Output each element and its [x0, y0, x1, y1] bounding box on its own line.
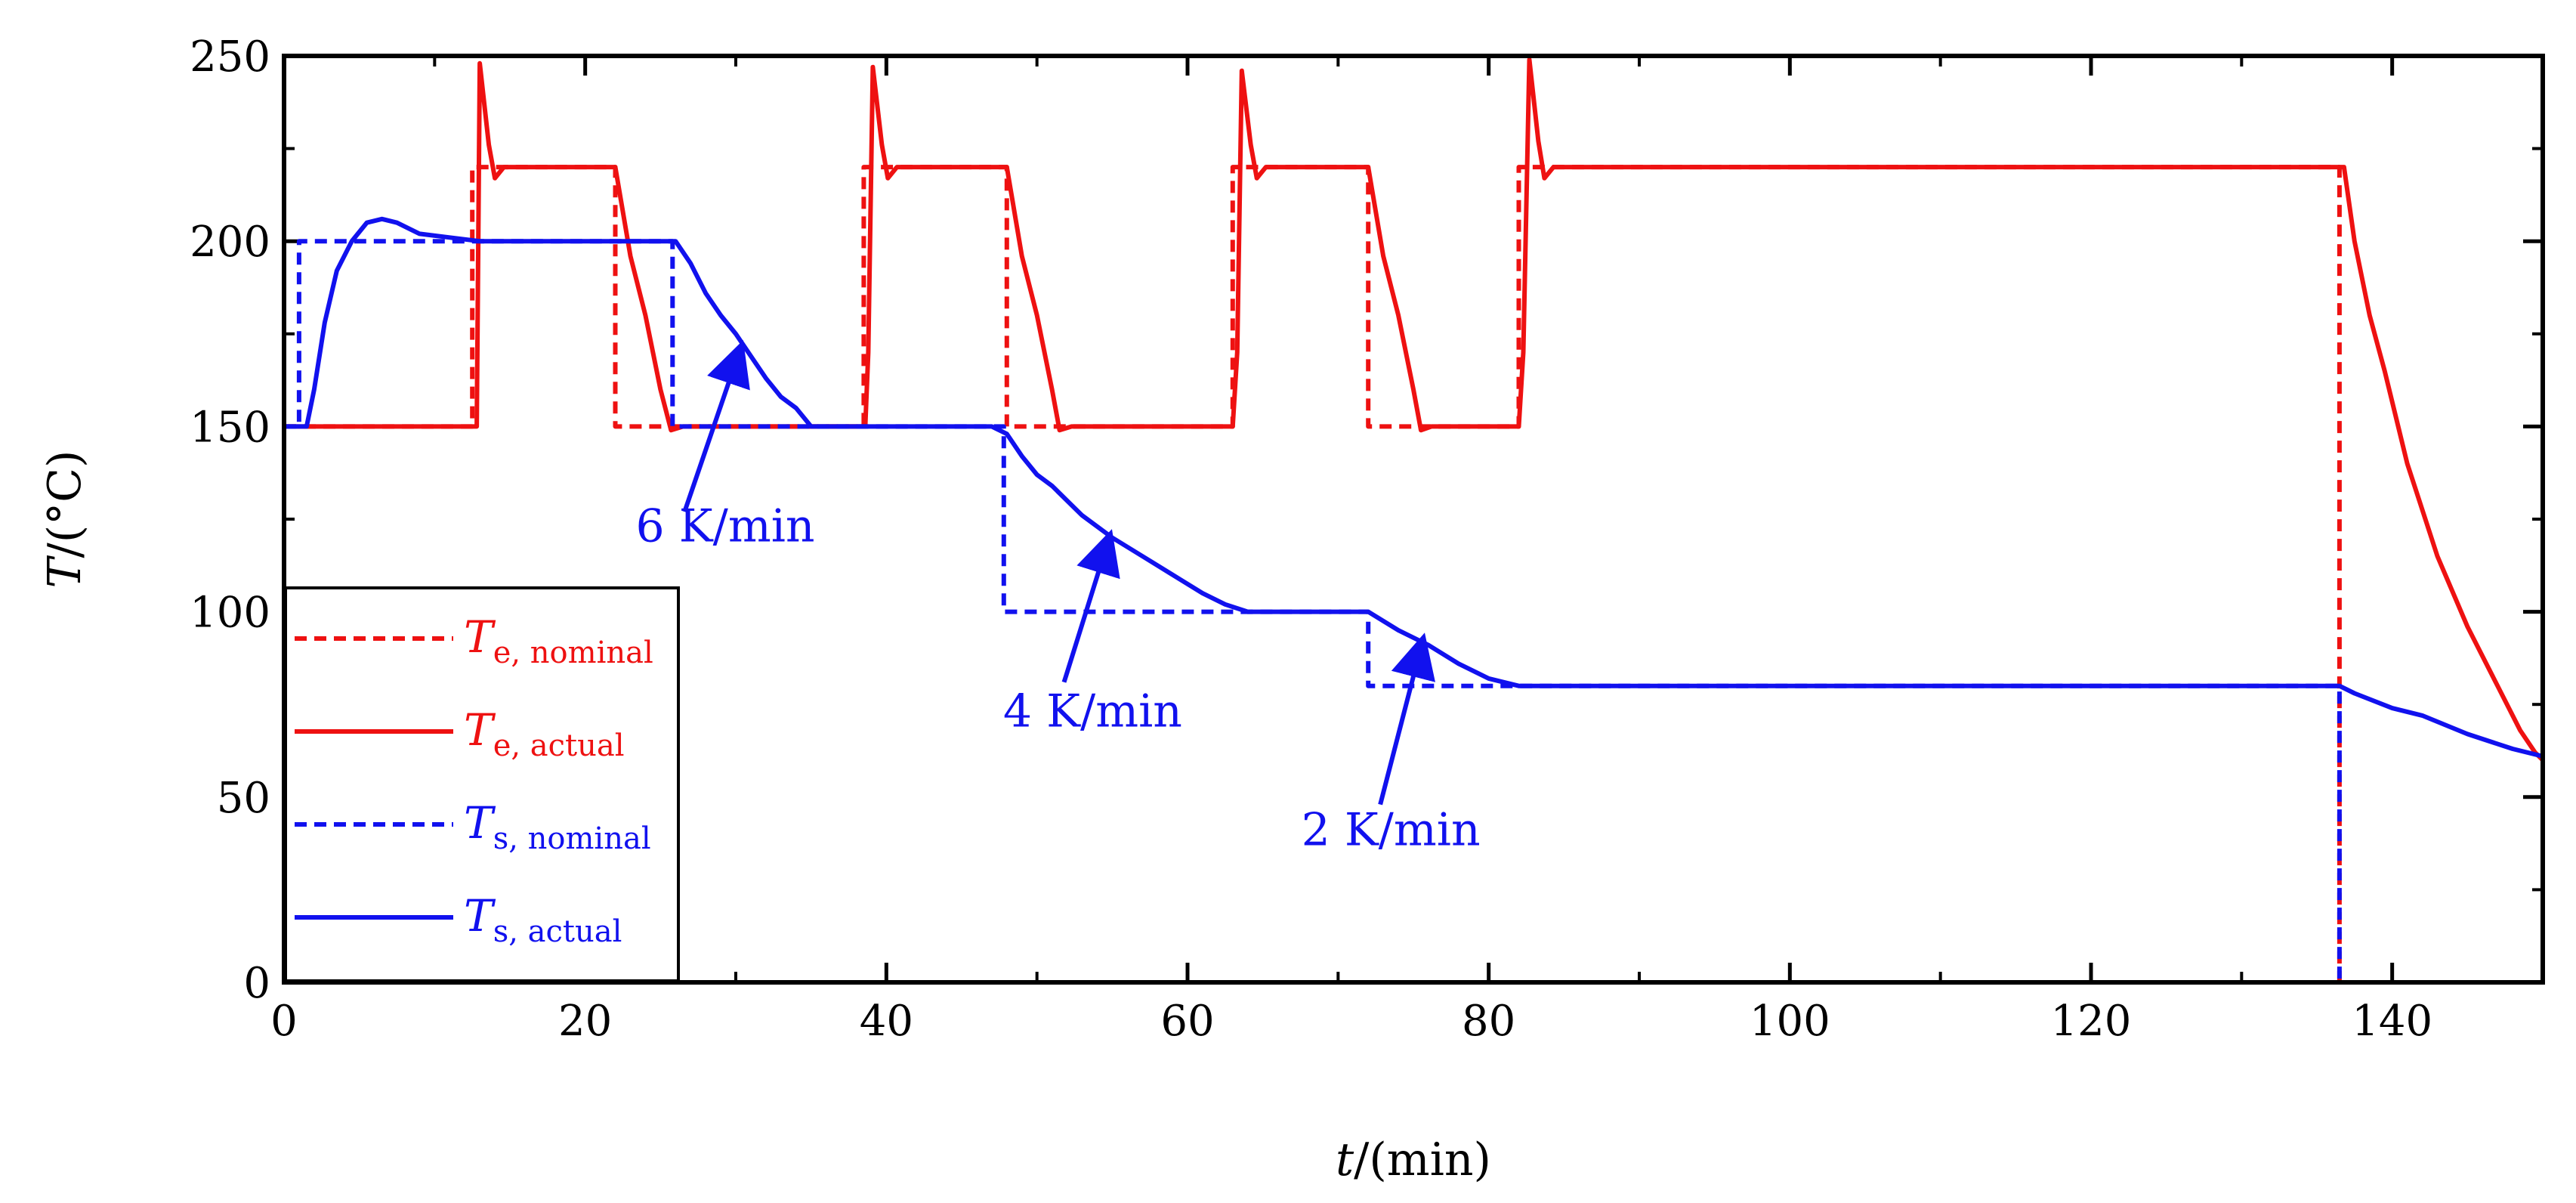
legend-label-subscript: s, nominal — [493, 821, 651, 856]
series-line-Te_nominal — [284, 165, 2342, 982]
x-tick-label: 60 — [1160, 997, 1214, 1046]
x-tick-label: 40 — [860, 997, 913, 1046]
annotation-label-3: 2 K/min — [1302, 804, 1481, 857]
y-tick-label: 250 — [190, 32, 270, 82]
x-tick-label: 140 — [2352, 997, 2432, 1046]
annotations-layer: 6 K/min 4 K/min 2 K/min — [636, 340, 1481, 857]
y-tick-label: 50 — [217, 774, 270, 823]
y-tick-label: 100 — [190, 589, 270, 638]
legend-label-Te_actual: Te, actual — [464, 704, 625, 763]
plot-frame — [282, 54, 2545, 985]
legend-label-symbol: T — [464, 890, 496, 942]
legend-label-subscript: e, nominal — [493, 636, 653, 670]
y-tick-labels: 0 50 100 150 200 250 — [190, 32, 270, 1008]
legend-label-symbol: T — [464, 797, 496, 849]
legend-label-subscript: e, actual — [493, 728, 625, 763]
legend-label-Ts_nominal: Ts, nominal — [464, 797, 651, 856]
x-axis-label: t/(min) — [1336, 1133, 1491, 1186]
legend-label-subscript: s, actual — [493, 914, 622, 949]
y-axis-label: T/(°C) — [39, 450, 91, 589]
x-tick-label: 20 — [558, 997, 612, 1046]
series-line-Te_actual — [284, 57, 2543, 762]
x-tick-label: 0 — [270, 997, 298, 1046]
x-tick-label: 120 — [2051, 997, 2132, 1046]
series-line-Ts_nominal — [284, 239, 2342, 982]
y-tick-label: 0 — [243, 959, 270, 1008]
annotation-arrow-2 — [1061, 529, 1120, 683]
y-axis-label-italic: T — [39, 555, 91, 588]
y-axis-label-unit: /(°C) — [39, 450, 91, 558]
x-axis-label-italic: t — [1336, 1133, 1354, 1186]
annotation-label-2: 4 K/min — [1003, 685, 1182, 738]
legend-label-Ts_actual: Ts, actual — [464, 890, 622, 949]
y-tick-label: 150 — [190, 403, 270, 452]
series-layer — [284, 57, 2543, 982]
x-axis-label-unit: /(min) — [1354, 1133, 1491, 1186]
x-tick-labels: 0 20 40 60 80 100 120 140 — [270, 997, 2432, 1046]
annotation-arrow-3 — [1378, 632, 1435, 806]
legend-label-symbol: T — [464, 704, 496, 756]
series-line-Ts_actual — [284, 216, 2543, 759]
x-tick-label: 80 — [1462, 997, 1515, 1046]
annotation-label-1: 6 K/min — [636, 499, 815, 552]
legend-label-Te_nominal: Te, nominal — [464, 611, 653, 670]
legend-label-symbol: T — [464, 611, 496, 663]
annotation-arrow-1 — [682, 340, 750, 513]
x-tick-label: 100 — [1750, 997, 1830, 1046]
y-tick-label: 200 — [190, 218, 270, 267]
